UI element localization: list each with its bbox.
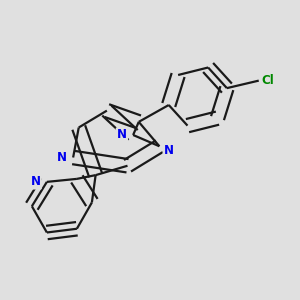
- Text: N: N: [31, 176, 40, 188]
- Text: Cl: Cl: [262, 74, 275, 87]
- Text: N: N: [117, 128, 127, 142]
- Text: N: N: [57, 151, 67, 164]
- Text: N: N: [164, 143, 174, 157]
